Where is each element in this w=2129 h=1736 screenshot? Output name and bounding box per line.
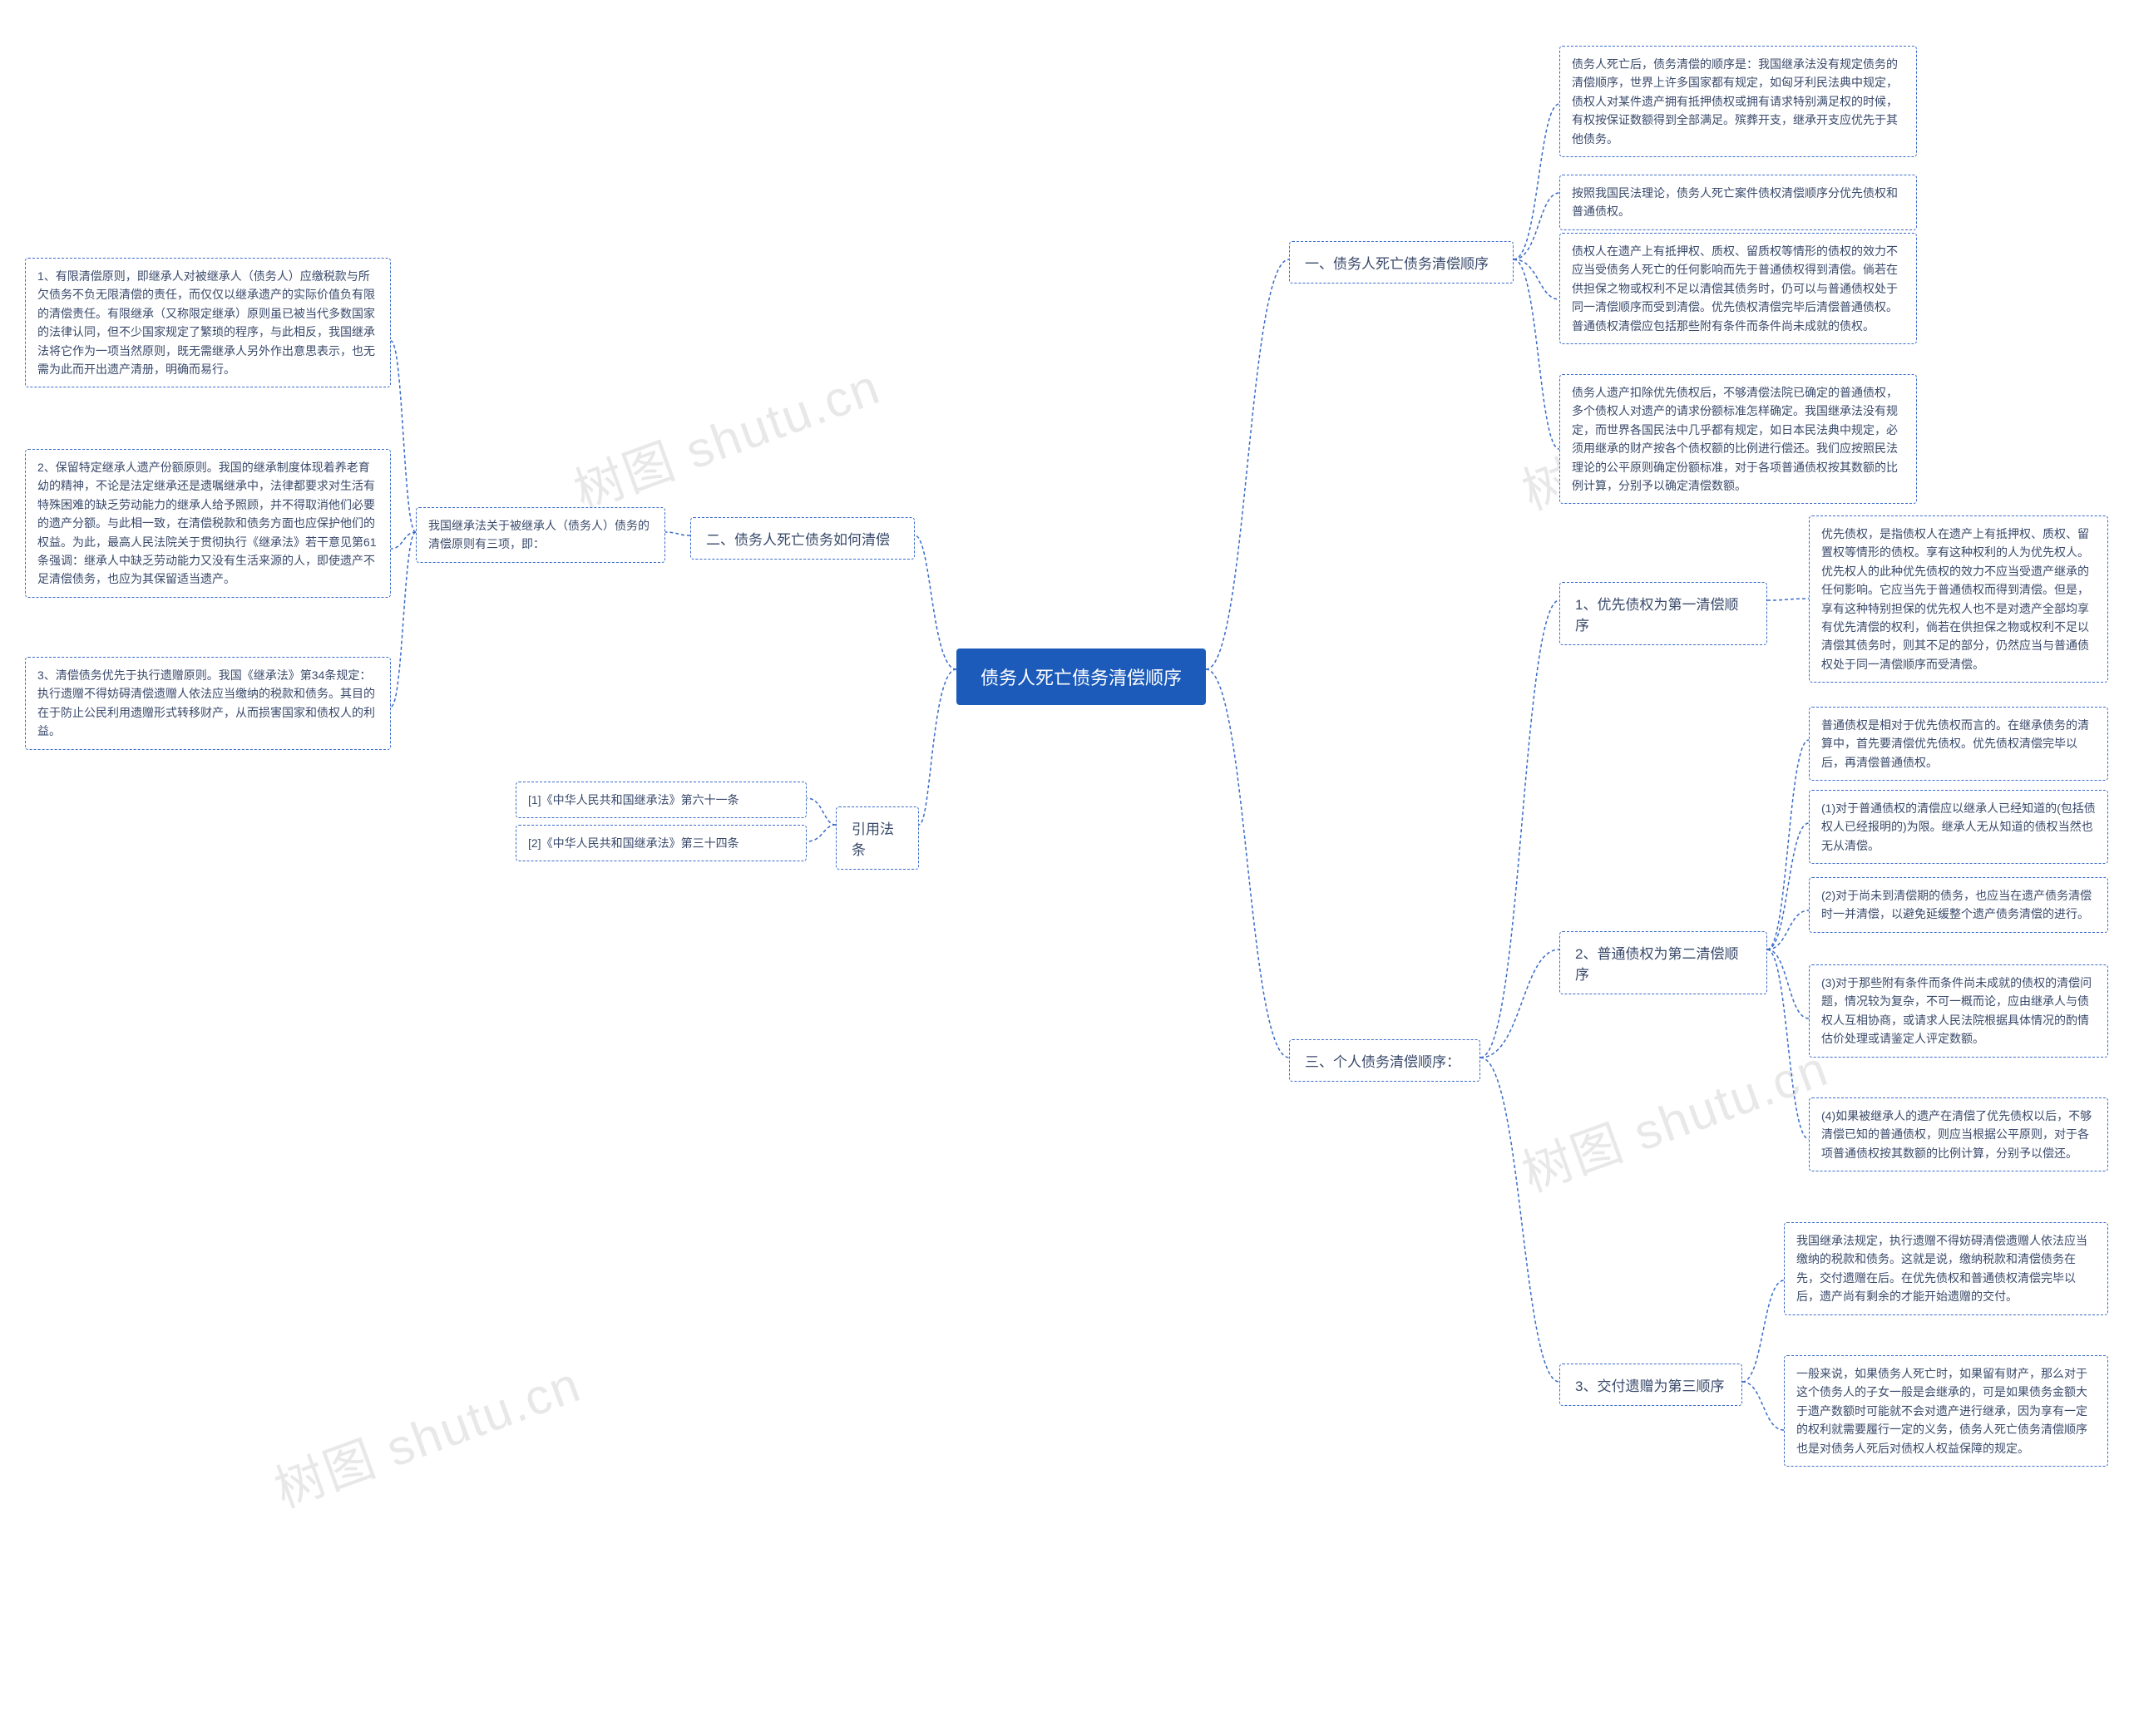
- branch-2-leaf: 1、有限清偿原则，即继承人对被继承人（债务人）应缴税款与所欠债务不负无限清偿的责…: [25, 258, 391, 387]
- watermark: 树图 shutu.cn: [1511, 1028, 1837, 1206]
- branch-3-sub-2-leaf: (4)如果被继承人的遗产在清偿了优先债权以后，不够清偿已知的普通债权，则应当根据…: [1809, 1097, 2108, 1171]
- branch-3-sub-2-leaf: 普通债权是相对于优先债权而言的。在继承债务的清算中，首先要清偿优先债权。优先债权…: [1809, 707, 2108, 781]
- branch-3-sub-2-leaf: (1)对于普通债权的清偿应以继承人已经知道的(包括债权人已经报明的)为限。继承人…: [1809, 790, 2108, 864]
- watermark: 树图 shutu.cn: [563, 347, 889, 525]
- cite-leaf: [1]《中华人民共和国继承法》第六十一条: [516, 782, 807, 818]
- branch-1-leaf: 债务人遗产扣除优先债权后，不够清偿法院已确定的普通债权，多个债权人对遗产的请求份…: [1559, 374, 1917, 504]
- branch-2-leaf: 3、清偿债务优先于执行遗赠原则。我国《继承法》第34条规定：执行遗赠不得妨碍清偿…: [25, 657, 391, 750]
- root-node: 债务人死亡债务清偿顺序: [956, 649, 1206, 705]
- branch-1-leaf: 债权人在遗产上有抵押权、质权、留质权等情形的债权的效力不应当受债务人死亡的任何影…: [1559, 233, 1917, 344]
- branch-3-sub-1-leaf: 优先债权，是指债权人在遗产上有抵押权、质权、留置权等情形的债权。享有这种权利的人…: [1809, 515, 2108, 683]
- branch-3-sub-3: 3、交付遗赠为第三顺序: [1559, 1364, 1742, 1406]
- branch-3-sub-2-leaf: (3)对于那些附有条件而条件尚未成就的债权的清偿问题，情况较为复杂，不可一概而论…: [1809, 964, 2108, 1058]
- branch-3-sub-2-leaf: (2)对于尚未到清偿期的债务，也应当在遗产债务清偿时一并清偿，以避免延缓整个遗产…: [1809, 877, 2108, 933]
- branch-3-sub-3-leaf: 我国继承法规定，执行遗赠不得妨碍清偿遗赠人依法应当缴纳的税款和债务。这就是说，缴…: [1784, 1222, 2108, 1315]
- branch-3-sub-3-leaf: 一般来说，如果债务人死亡时，如果留有财产，那么对于这个债务人的子女一般是会继承的…: [1784, 1355, 2108, 1467]
- branch-3-sub-1: 1、优先债权为第一清偿顺序: [1559, 582, 1767, 645]
- branch-2: 二、债务人死亡债务如何清偿: [690, 517, 915, 560]
- branch-3-sub-2: 2、普通债权为第二清偿顺序: [1559, 931, 1767, 994]
- branch-3: 三、个人债务清偿顺序：: [1289, 1039, 1480, 1082]
- watermark: 树图 shutu.cn: [264, 1344, 590, 1522]
- branch-cite: 引用法条: [836, 806, 919, 870]
- branch-1: 一、债务人死亡债务清偿顺序: [1289, 241, 1514, 284]
- cite-leaf: [2]《中华人民共和国继承法》第三十四条: [516, 825, 807, 861]
- branch-1-leaf: 债务人死亡后，债务清偿的顺序是：我国继承法没有规定债务的清偿顺序，世界上许多国家…: [1559, 46, 1917, 157]
- branch-1-leaf: 按照我国民法理论，债务人死亡案件债权清偿顺序分优先债权和普通债权。: [1559, 175, 1917, 230]
- branch-2-leaf: 2、保留特定继承人遗产份额原则。我国的继承制度体现着养老育幼的精神，不论是法定继…: [25, 449, 391, 598]
- branch-2-mid: 我国继承法关于被继承人（债务人）债务的清偿原则有三项，即：: [416, 507, 665, 563]
